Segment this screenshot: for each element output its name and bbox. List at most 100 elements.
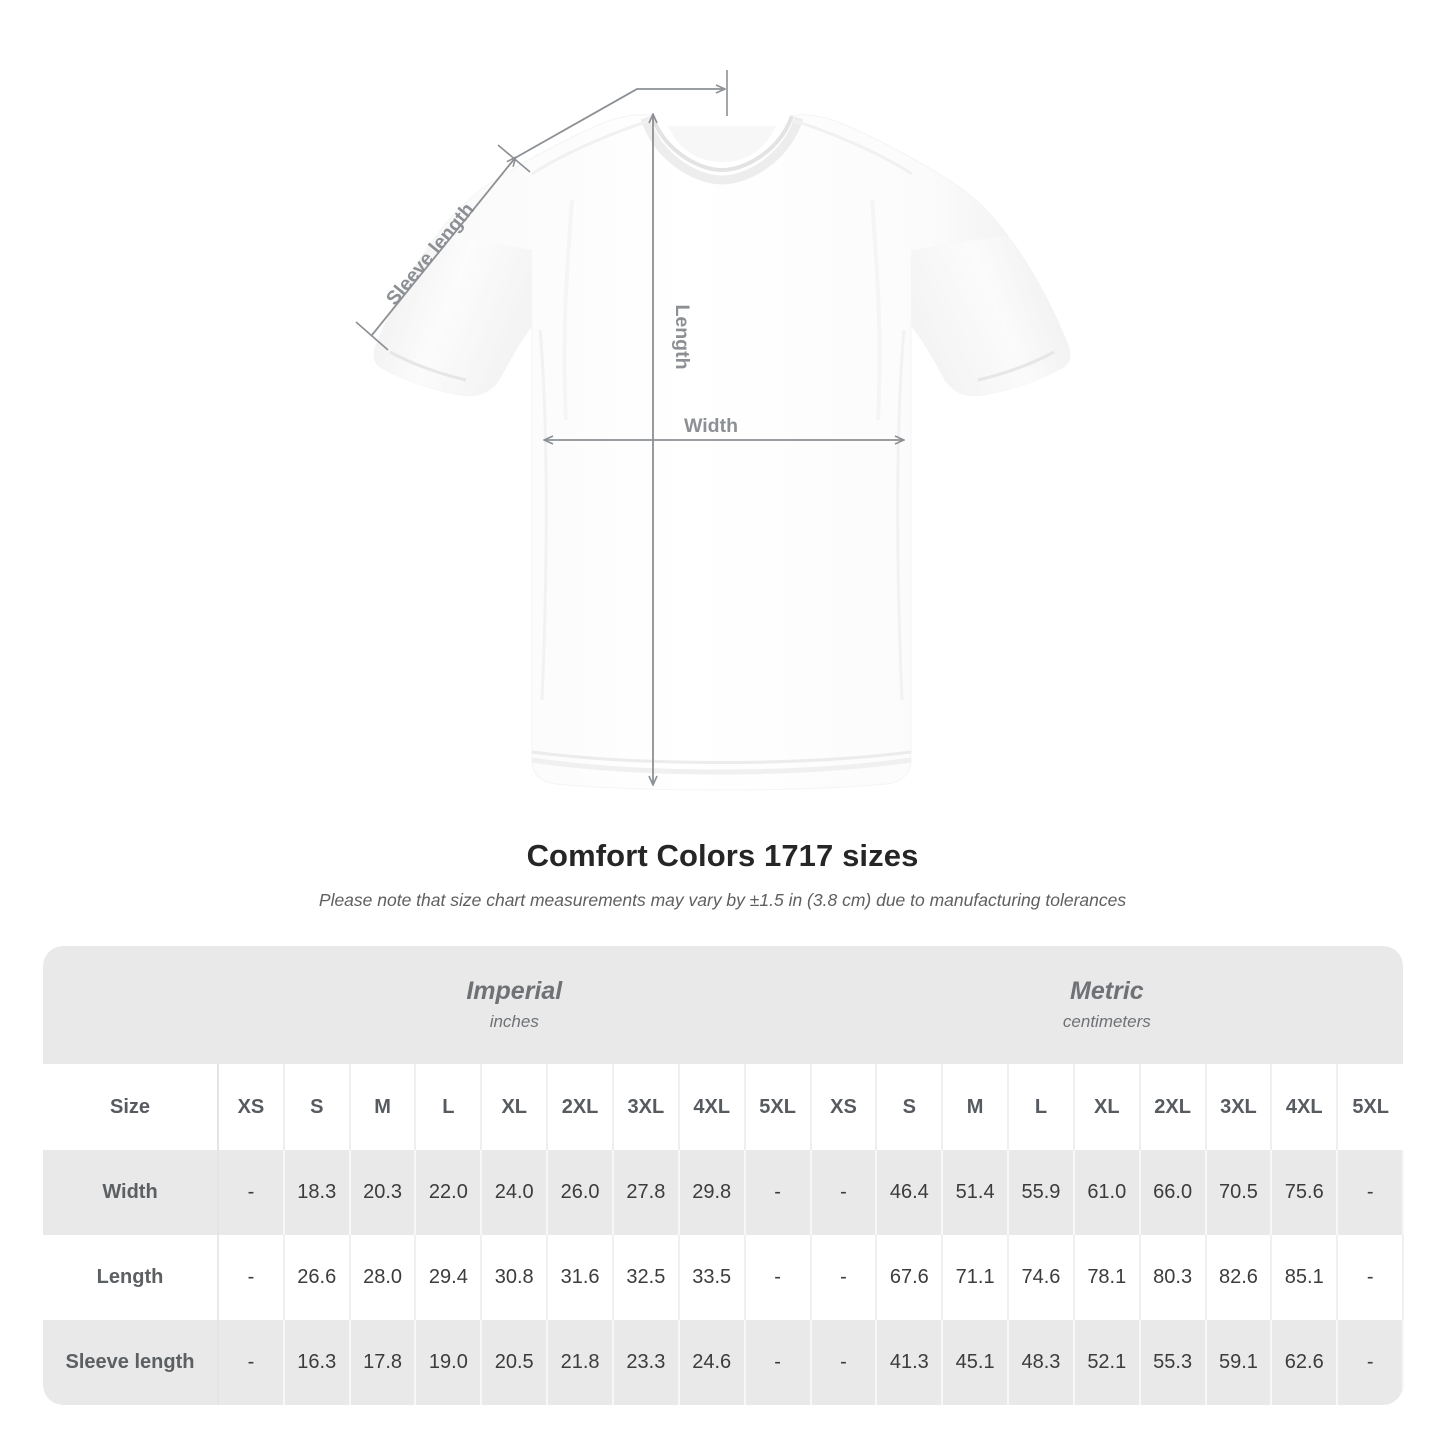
cell-width-metric: - [810, 1150, 878, 1235]
cell-width-metric: 55.9 [1008, 1150, 1075, 1235]
cell-sleeve-length-metric: 41.3 [876, 1320, 944, 1405]
size-header-4xl[interactable]: 4XL [678, 1064, 746, 1150]
cell-sleeve-length-metric: 59.1 [1205, 1320, 1273, 1405]
cell-sleeve-length-imperial: 17.8 [349, 1320, 417, 1405]
cell-length-imperial: - [218, 1235, 285, 1320]
cell-width-imperial: 18.3 [283, 1150, 351, 1235]
cell-length-imperial: 30.8 [481, 1235, 549, 1320]
cell-sleeve-length-imperial: 19.0 [415, 1320, 483, 1405]
size-header-s[interactable]: S [283, 1064, 351, 1150]
cell-length-metric: 74.6 [1008, 1235, 1075, 1320]
page-title: Comfort Colors 1717 sizes [526, 838, 919, 873]
cell-length-metric: - [1337, 1235, 1405, 1320]
cell-width-imperial: 22.0 [415, 1150, 483, 1235]
unit-name: Metric [1070, 977, 1144, 1006]
size-header-xs[interactable]: XS [810, 1064, 878, 1150]
cell-sleeve-length-metric: 55.3 [1139, 1320, 1207, 1405]
cell-sleeve-length-imperial: 23.3 [612, 1320, 680, 1405]
cell-length-imperial: 33.5 [678, 1235, 746, 1320]
length-label: Length [671, 305, 693, 370]
sleeve-leader-line [514, 89, 724, 159]
banner-spacer [43, 946, 218, 1064]
cell-width-metric: 70.5 [1205, 1150, 1273, 1235]
cell-sleeve-length-metric: 45.1 [942, 1320, 1010, 1405]
cell-width-imperial: 27.8 [612, 1150, 680, 1235]
cell-width-imperial: 20.3 [349, 1150, 417, 1235]
table-row: Length -26.6 28.0 29.4 30.8 31.6 32.5 33.5- -67.… [43, 1235, 1405, 1320]
size-header-5xl[interactable]: 5XL [744, 1064, 812, 1150]
measurement-annotations [355, 70, 903, 784]
cell-width-metric: 46.4 [876, 1150, 944, 1235]
cell-sleeve-length-imperial: 20.5 [481, 1320, 549, 1405]
tshirt-silhouette [373, 114, 1071, 791]
cell-length-imperial: 26.6 [283, 1235, 351, 1320]
unit-group-imperial: Imperial inches [218, 946, 811, 1064]
tolerance-note: Please note that size chart measurements… [318, 890, 1127, 910]
cell-sleeve-length-imperial: - [218, 1320, 285, 1405]
cell-width-imperial: 29.8 [678, 1150, 746, 1235]
cell-length-imperial: 28.0 [349, 1235, 417, 1320]
size-header-3xl[interactable]: 3XL [612, 1064, 680, 1150]
size-header-3xl[interactable]: 3XL [1205, 1064, 1273, 1150]
cell-sleeve-length-metric: 48.3 [1008, 1320, 1075, 1405]
size-table-container: Imperial inches Metric centimeters Size XS S M L… [43, 946, 1405, 1405]
cell-sleeve-length-imperial: 24.6 [678, 1320, 746, 1405]
cell-width-imperial: - [744, 1150, 812, 1235]
size-header-5xl[interactable]: 5XL [1337, 1064, 1404, 1150]
cell-length-metric: - [810, 1235, 878, 1320]
cell-width-metric: - [1337, 1150, 1405, 1235]
cell-width-metric: 66.0 [1139, 1150, 1207, 1235]
cell-length-imperial: 29.4 [415, 1235, 483, 1320]
cell-sleeve-length-metric: 52.1 [1073, 1320, 1141, 1405]
cell-length-imperial: - [744, 1235, 812, 1320]
table-row: Sleeve length -16.3 17.8 19.0 20.5 21.8 23.3 24… [43, 1320, 1405, 1405]
size-header-xl[interactable]: XL [1073, 1064, 1141, 1150]
cell-length-imperial: 32.5 [612, 1235, 680, 1320]
cell-sleeve-length-metric: - [810, 1320, 878, 1405]
cell-length-metric: 85.1 [1271, 1235, 1339, 1320]
cell-length-metric: 82.6 [1205, 1235, 1273, 1320]
sleeve-length-arrow [371, 158, 515, 336]
cell-width-metric: 61.0 [1073, 1150, 1141, 1235]
cell-sleeve-length-metric: - [1337, 1320, 1405, 1405]
size-header-l[interactable]: L [1008, 1064, 1075, 1150]
unit-group-metric: Metric centimeters [810, 946, 1404, 1064]
cell-width-metric: 51.4 [942, 1150, 1010, 1235]
size-header-row: Size XS S M L XL 2XL 3XL 4XL 5XL XS S M L XL 2XL 3XL 4XL 5… [43, 1064, 1404, 1150]
cell-length-imperial: 31.6 [547, 1235, 614, 1320]
size-header-2xl[interactable]: 2XL [1139, 1064, 1207, 1150]
cell-width-imperial: 24.0 [481, 1150, 549, 1235]
unit-sub: inches [489, 1011, 539, 1031]
unit-banner-row: Imperial inches Metric centimeters [43, 946, 1404, 1064]
cell-length-metric: 67.6 [876, 1235, 944, 1320]
size-header-m[interactable]: M [942, 1064, 1010, 1150]
size-header-2xl[interactable]: 2XL [547, 1064, 614, 1150]
row-label-width: Width [43, 1150, 219, 1235]
cell-length-metric: 71.1 [942, 1235, 1010, 1320]
tshirt-illustration: Sleeve length Length Width [355, 70, 1071, 791]
cell-sleeve-length-imperial: - [744, 1320, 812, 1405]
width-label: Width [684, 415, 738, 437]
cell-width-imperial: - [218, 1150, 285, 1235]
size-header-m[interactable]: M [349, 1064, 417, 1150]
cell-width-imperial: 26.0 [547, 1150, 614, 1235]
cell-length-metric: 80.3 [1139, 1235, 1207, 1320]
size-header-l[interactable]: L [415, 1064, 483, 1150]
row-label-sleeve-length: Sleeve length [43, 1320, 219, 1405]
size-header-s[interactable]: S [876, 1064, 944, 1150]
row-label-length: Length [43, 1235, 219, 1320]
size-header-label: Size [43, 1064, 219, 1150]
tshirt-diagram: Sleeve length Length Width [355, 70, 1071, 791]
cell-length-metric: 78.1 [1073, 1235, 1141, 1320]
size-header-4xl[interactable]: 4XL [1271, 1064, 1339, 1150]
unit-name: Imperial [466, 977, 563, 1006]
unit-sub: centimeters [1062, 1011, 1151, 1031]
cell-sleeve-length-imperial: 21.8 [547, 1320, 614, 1405]
size-header-xs[interactable]: XS [218, 1064, 285, 1150]
size-header-xl[interactable]: XL [481, 1064, 549, 1150]
cell-sleeve-length-metric: 62.6 [1271, 1320, 1339, 1405]
table-row: Width -18.3 20.3 22.0 24.0 26.0 27.8 29.8- -46.4… [43, 1150, 1405, 1235]
cell-sleeve-length-imperial: 16.3 [283, 1320, 351, 1405]
cell-width-metric: 75.6 [1271, 1150, 1339, 1235]
